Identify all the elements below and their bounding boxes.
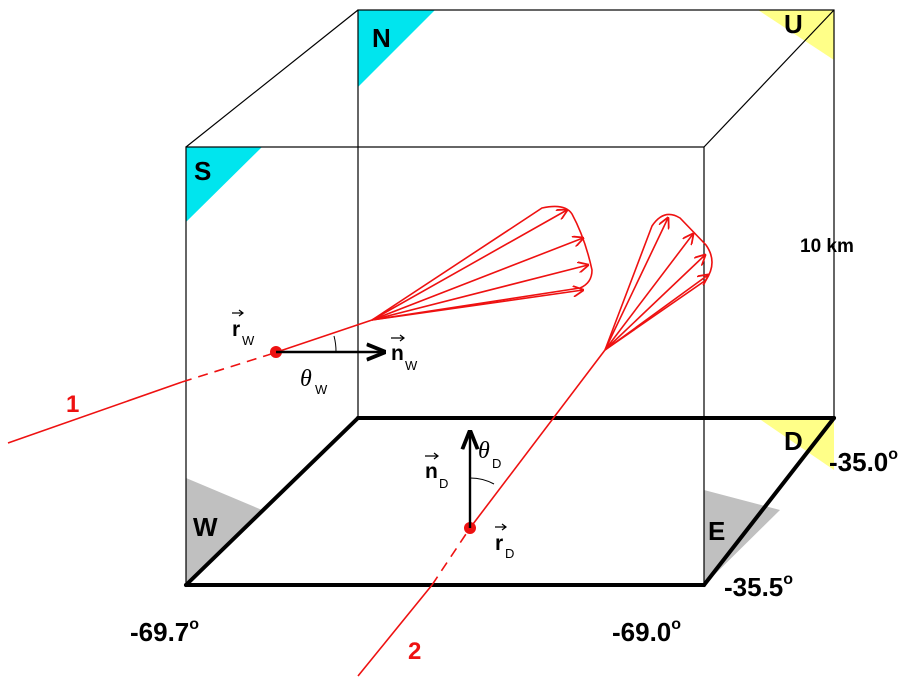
svg-text:r: r	[495, 532, 503, 555]
label-r-d: r D	[495, 523, 514, 561]
svg-text:r: r	[232, 318, 240, 341]
label-north: N	[372, 23, 391, 53]
label-n-d: n D	[425, 452, 448, 491]
track-1-label: 1	[66, 391, 79, 418]
north-face-marker	[358, 10, 435, 87]
svg-text:D: D	[439, 476, 448, 491]
svg-text:n: n	[391, 342, 404, 365]
down-face-marker	[758, 418, 834, 470]
label-south: S	[194, 156, 211, 186]
label-down: D	[784, 426, 803, 456]
label-east: E	[708, 516, 725, 546]
ground-plane	[184, 416, 836, 587]
lon-west-label: -69.7o	[130, 616, 199, 647]
label-west: W	[193, 512, 218, 542]
lat-north-label: -35.0o	[829, 446, 898, 477]
n-w-vector-arrow-icon	[391, 334, 405, 342]
svg-text:D: D	[505, 546, 514, 561]
n-d-vector-arrow-icon	[425, 452, 439, 460]
svg-text:W: W	[405, 358, 418, 373]
svg-text:W: W	[242, 333, 255, 348]
shower-cone-2	[604, 213, 713, 351]
r-w-vector-arrow-icon	[232, 309, 244, 317]
lon-east-label: -69.0o	[612, 616, 681, 647]
angle-arc-d	[469, 477, 495, 485]
svg-text:n: n	[425, 460, 438, 483]
svg-text:θ: θ	[478, 438, 490, 464]
label-theta-d: θ D	[478, 438, 501, 471]
svg-text:W: W	[315, 382, 328, 397]
label-theta-w: θ W	[300, 366, 328, 397]
track-1	[7, 319, 373, 444]
track-2	[357, 349, 606, 677]
svg-text:θ: θ	[300, 366, 312, 392]
south-face-marker	[186, 147, 262, 222]
west-face-marker	[186, 478, 262, 585]
label-n-w: n W	[391, 334, 418, 373]
track-2-label: 2	[408, 638, 421, 665]
label-up: U	[784, 9, 803, 39]
r-d-vector-arrow-icon	[495, 523, 507, 531]
height-label: 10 km	[800, 236, 854, 257]
label-r-w: r W	[232, 309, 255, 348]
lat-south-label: -35.5o	[724, 571, 793, 602]
shower-cone-1	[371, 205, 593, 321]
angle-arc-w	[333, 335, 337, 353]
up-face-marker	[758, 10, 834, 60]
svg-text:D: D	[492, 456, 501, 471]
